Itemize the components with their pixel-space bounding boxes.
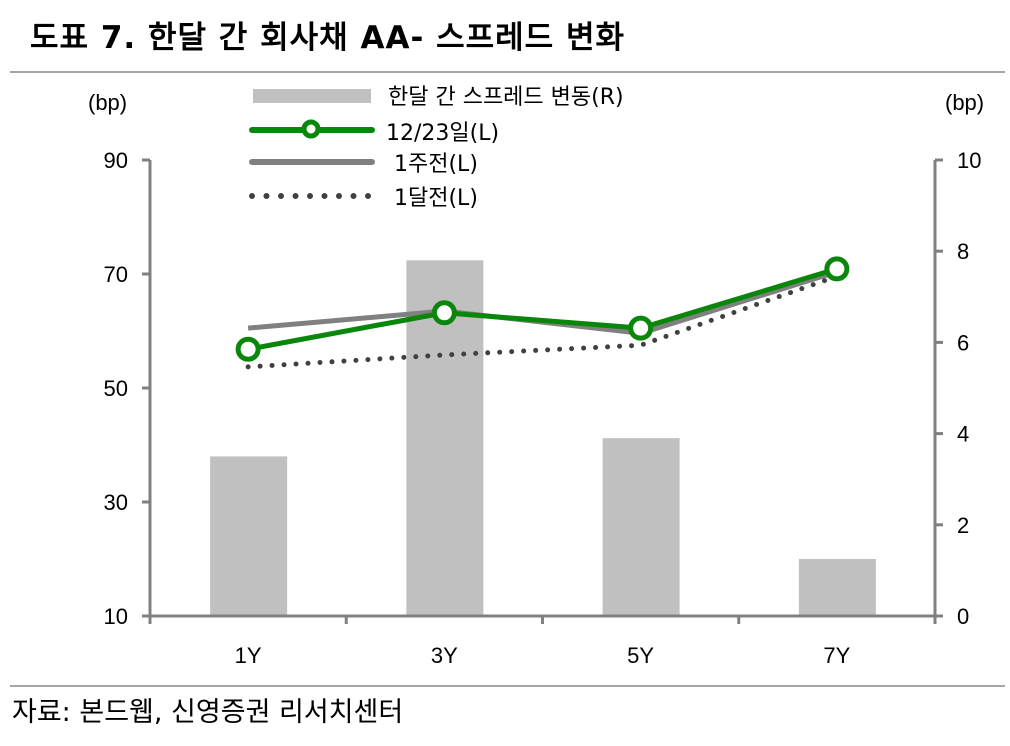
left-tick-label: 50 — [104, 376, 128, 401]
legend-label-1주전: 1주전(L) — [394, 152, 478, 177]
series-1달전 — [245, 273, 840, 370]
x-tick-label: 5Y — [627, 643, 654, 668]
chart-title: 도표 7. 한달 간 회사채 AA- 스프레드 변화 — [30, 20, 626, 56]
left-tick-label: 70 — [104, 262, 128, 287]
left-tick-label: 10 — [104, 604, 128, 629]
x-tick-label: 1Y — [235, 643, 262, 668]
legend-label-bar: 한달 간 스프레드 변동(R) — [388, 85, 624, 110]
left-tick-label: 90 — [104, 148, 128, 173]
marker-1223-7Y — [824, 256, 850, 282]
right-tick-label: 2 — [957, 513, 969, 538]
right-tick-label: 4 — [957, 422, 969, 447]
left-tick-label: 30 — [104, 490, 128, 515]
series-1223 — [247, 266, 838, 352]
right-axis-unit: (bp) — [945, 90, 984, 115]
legend-label-1223: 12/23일(L) — [386, 121, 499, 146]
x-tick-label: 7Y — [823, 643, 850, 668]
series-1주전 — [247, 269, 838, 336]
marker-1223-1Y — [235, 336, 261, 362]
x-tick-label: 3Y — [431, 643, 458, 668]
right-tick-label: 0 — [957, 604, 969, 629]
marker-1223-5Y — [628, 315, 654, 341]
right-tick-label: 8 — [957, 239, 969, 264]
legend-marker-1223 — [301, 119, 321, 139]
right-tick-label: 6 — [957, 330, 969, 355]
left-axis-unit: (bp) — [88, 90, 127, 115]
legend-label-1달전: 1달전(L) — [394, 186, 478, 211]
bar-1Y — [210, 456, 288, 616]
source-note: 자료: 본드웹, 신영증권 리서치센터 — [12, 697, 404, 728]
right-tick-label: 10 — [957, 148, 981, 173]
bar-7Y — [798, 559, 876, 616]
marker-1223-3Y — [431, 300, 457, 326]
legend-swatch-bar — [253, 89, 371, 103]
bar-5Y — [602, 438, 680, 616]
